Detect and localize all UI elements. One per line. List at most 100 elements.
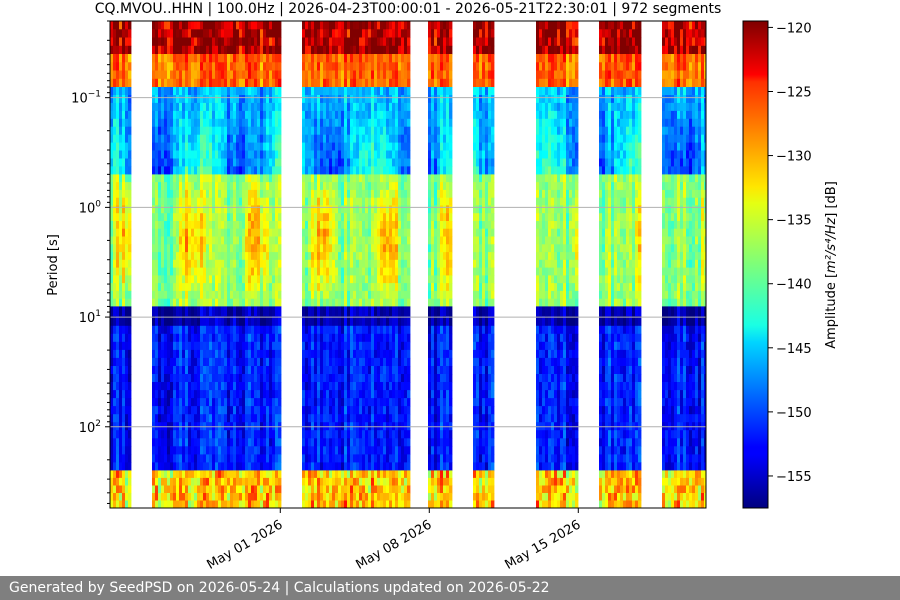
spectrogram-cell	[272, 477, 276, 486]
spectrogram-cell	[200, 349, 204, 359]
spectrogram-cell	[239, 374, 243, 383]
spectrogram-cell	[380, 406, 384, 415]
spectrogram-cell	[356, 37, 360, 47]
spectrogram-cell	[326, 205, 330, 214]
spectrogram-cell	[119, 259, 123, 269]
spectrogram-cell	[272, 213, 276, 222]
spectrogram-cell	[326, 267, 330, 276]
spectrogram-cell	[170, 438, 174, 447]
spectrogram-cell	[251, 252, 255, 261]
spectrogram-cell	[215, 158, 219, 167]
spectrogram-cell	[386, 62, 390, 72]
spectrogram-cell	[224, 357, 228, 367]
spectrogram-cell	[161, 414, 165, 423]
spectrogram-cell	[353, 382, 357, 391]
spectrogram-cell	[359, 341, 363, 351]
spectrogram-cell	[236, 197, 240, 206]
spectrogram-cell	[233, 390, 237, 399]
spectrogram-cell	[182, 182, 186, 191]
spectrogram-cell	[167, 477, 171, 486]
spectrogram-cell	[251, 95, 255, 104]
spectrogram-cell	[338, 316, 342, 327]
spectrogram-cell	[269, 406, 273, 415]
spectrogram-cell	[161, 189, 165, 199]
spectrogram-cell	[218, 236, 222, 245]
spectrogram-cell	[161, 500, 165, 508]
spectrogram-cell	[365, 275, 369, 284]
spectrogram-cell	[386, 182, 390, 191]
spectrogram-cell	[251, 298, 255, 307]
spectrogram-cell	[176, 21, 180, 30]
spectrogram-cell	[311, 259, 315, 269]
spectrogram-cell	[167, 333, 171, 343]
spectrogram-cell	[206, 259, 210, 269]
spectrogram-cell	[323, 485, 327, 494]
spectrogram-cell	[383, 366, 387, 375]
spectrogram-cell	[161, 485, 165, 494]
spectrogram-cell	[371, 213, 375, 222]
spectrogram-cell	[125, 485, 129, 494]
spectrogram-cell	[176, 126, 180, 136]
spectrogram-cell	[275, 485, 279, 494]
spectrogram-cell	[194, 430, 198, 439]
spectrogram-cell	[188, 29, 192, 39]
spectrogram-cell	[212, 349, 216, 359]
spectrogram-cell	[242, 45, 246, 55]
spectrogram-cell	[176, 45, 180, 55]
spectrogram-cell	[272, 236, 276, 245]
spectrogram-cell	[260, 477, 264, 486]
spectrogram-cell	[182, 357, 186, 367]
spectrogram-cell	[362, 29, 366, 39]
spectrogram-cell	[233, 197, 237, 206]
spectrogram-cell	[320, 228, 324, 237]
spectrogram-cell	[230, 275, 234, 284]
spectrogram-cell	[380, 134, 384, 144]
spectrogram-cell	[125, 275, 129, 284]
spectrogram-cell	[350, 500, 354, 508]
spectrogram-cell	[389, 485, 393, 494]
spectrogram-cell	[317, 252, 321, 261]
spectrogram-cell	[365, 438, 369, 447]
spectrogram-cell	[155, 485, 159, 494]
spectrogram-cell	[185, 390, 189, 399]
spectrogram-cell	[356, 406, 360, 415]
spectrogram-cell	[347, 54, 351, 63]
spectrogram-cell	[254, 45, 258, 55]
spectrogram-cell	[329, 438, 333, 447]
spectrogram-cell	[353, 134, 357, 144]
spectrogram-cell	[323, 290, 327, 300]
spectrogram-cell	[389, 182, 393, 191]
spectrogram-cell	[209, 213, 213, 222]
spectrogram-cell	[230, 134, 234, 144]
spectrogram-cell	[341, 126, 345, 136]
spectrogram-cell	[128, 470, 132, 479]
spectrogram-cell	[164, 446, 168, 455]
spectrogram-cell	[236, 166, 240, 175]
spectrogram-cell	[275, 37, 279, 47]
spectrogram-cell	[329, 95, 333, 104]
spectrogram-cell	[161, 118, 165, 128]
spectrogram-cell	[371, 182, 375, 191]
spectrogram-cell	[353, 349, 357, 359]
spectrogram-cell	[260, 70, 264, 80]
spectrogram-cell	[185, 275, 189, 284]
spectrogram-cell	[179, 21, 183, 30]
spectrogram-cell	[368, 62, 372, 72]
spectrogram-cell	[221, 236, 225, 245]
spectrogram-cell	[278, 62, 282, 72]
spectrogram-cell	[344, 197, 348, 206]
spectrogram-cell	[128, 477, 132, 486]
spectrogram-cell	[167, 406, 171, 415]
spectrogram-cell	[359, 325, 363, 335]
spectrogram-cell	[365, 142, 369, 151]
spectrogram-cell	[365, 213, 369, 222]
spectrogram-cell	[170, 500, 174, 508]
spectrogram-cell	[278, 406, 282, 415]
spectrogram-cell	[197, 87, 201, 96]
spectrogram-cell	[269, 37, 273, 47]
spectrogram-cell	[158, 87, 162, 96]
spectrogram-cell	[215, 298, 219, 307]
spectrogram-cell	[164, 45, 168, 55]
spectrogram-cell	[317, 213, 321, 222]
spectrogram-cell	[380, 37, 384, 47]
